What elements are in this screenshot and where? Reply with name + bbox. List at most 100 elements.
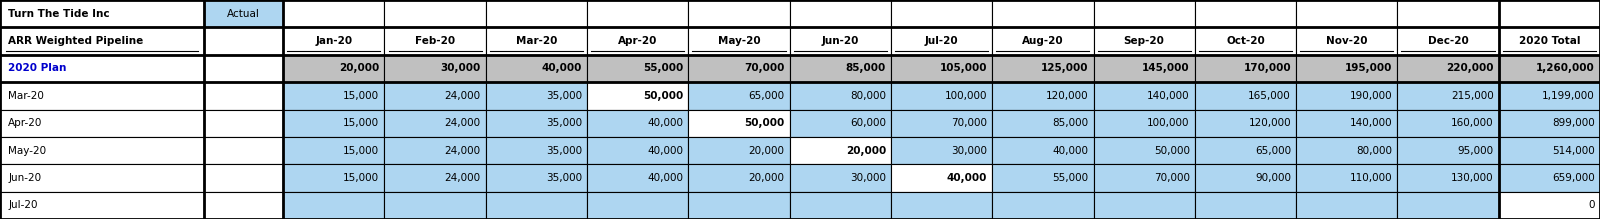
Bar	[0, 55, 205, 82]
Bar	[790, 110, 891, 137]
Bar	[790, 137, 891, 164]
Bar	[486, 164, 587, 192]
Text: 105,000: 105,000	[939, 64, 987, 73]
Text: Nov-20: Nov-20	[1326, 36, 1368, 46]
Text: 40,000: 40,000	[648, 118, 683, 128]
Text: Dec-20: Dec-20	[1427, 36, 1469, 46]
Bar	[1397, 164, 1499, 192]
Text: Oct-20: Oct-20	[1226, 36, 1266, 46]
Text: 110,000: 110,000	[1350, 173, 1392, 183]
Text: 90,000: 90,000	[1254, 173, 1291, 183]
Bar	[688, 82, 790, 110]
Bar	[1093, 192, 1195, 219]
Text: Jul-20: Jul-20	[8, 200, 38, 210]
Text: 215,000: 215,000	[1451, 91, 1494, 101]
Bar	[384, 27, 486, 55]
Bar	[205, 82, 283, 110]
Text: 100,000: 100,000	[1147, 118, 1190, 128]
Bar	[384, 82, 486, 110]
Bar	[587, 82, 688, 110]
Text: 65,000: 65,000	[749, 91, 784, 101]
Bar	[992, 137, 1093, 164]
Bar	[1195, 164, 1296, 192]
Bar	[790, 164, 891, 192]
Text: 20,000: 20,000	[846, 146, 886, 155]
Text: 165,000: 165,000	[1248, 91, 1291, 101]
Text: Turn The Tide Inc: Turn The Tide Inc	[8, 9, 110, 19]
Bar	[587, 0, 688, 27]
Bar	[992, 0, 1093, 27]
Text: 24,000: 24,000	[445, 91, 480, 101]
Text: 145,000: 145,000	[1142, 64, 1190, 73]
Text: May-20: May-20	[8, 146, 46, 155]
Text: 220,000: 220,000	[1446, 64, 1494, 73]
Bar	[1296, 110, 1397, 137]
Bar	[384, 110, 486, 137]
Bar	[587, 192, 688, 219]
Text: Aug-20: Aug-20	[1022, 36, 1064, 46]
Bar	[1296, 192, 1397, 219]
Bar	[384, 192, 486, 219]
Text: 95,000: 95,000	[1458, 146, 1494, 155]
Bar	[1296, 55, 1397, 82]
Bar	[1397, 82, 1499, 110]
Bar	[1499, 27, 1600, 55]
Bar	[384, 137, 486, 164]
Text: 35,000: 35,000	[546, 173, 582, 183]
Text: Feb-20: Feb-20	[414, 36, 456, 46]
Bar	[486, 110, 587, 137]
Text: Jan-20: Jan-20	[315, 36, 352, 46]
Bar	[1195, 192, 1296, 219]
Text: 514,000: 514,000	[1552, 146, 1595, 155]
Bar	[486, 82, 587, 110]
Text: 120,000: 120,000	[1248, 118, 1291, 128]
Text: 130,000: 130,000	[1451, 173, 1494, 183]
Bar	[1397, 110, 1499, 137]
Text: Jul-20: Jul-20	[925, 36, 958, 46]
Text: 140,000: 140,000	[1147, 91, 1190, 101]
Bar	[283, 137, 384, 164]
Text: 20,000: 20,000	[749, 173, 784, 183]
Text: 80,000: 80,000	[1357, 146, 1392, 155]
Bar	[384, 0, 486, 27]
Bar	[0, 0, 205, 27]
Bar	[1499, 82, 1600, 110]
Text: 170,000: 170,000	[1243, 64, 1291, 73]
Bar	[1296, 164, 1397, 192]
Bar	[1195, 82, 1296, 110]
Text: 60,000: 60,000	[850, 118, 886, 128]
Bar	[992, 164, 1093, 192]
Text: ARR Weighted Pipeline: ARR Weighted Pipeline	[8, 36, 144, 46]
Bar	[1397, 137, 1499, 164]
Bar	[1195, 55, 1296, 82]
Text: 190,000: 190,000	[1350, 91, 1392, 101]
Bar	[0, 110, 205, 137]
Bar	[205, 110, 283, 137]
Bar	[1093, 82, 1195, 110]
Bar	[205, 0, 283, 27]
Bar	[1397, 27, 1499, 55]
Bar	[1397, 55, 1499, 82]
Bar	[790, 0, 891, 27]
Bar	[283, 27, 384, 55]
Bar	[587, 55, 688, 82]
Bar	[205, 55, 283, 82]
Text: Mar-20: Mar-20	[515, 36, 557, 46]
Text: 24,000: 24,000	[445, 173, 480, 183]
Text: Mar-20: Mar-20	[8, 91, 45, 101]
Text: 40,000: 40,000	[542, 64, 582, 73]
Text: 35,000: 35,000	[546, 146, 582, 155]
Text: 40,000: 40,000	[648, 146, 683, 155]
Text: 15,000: 15,000	[344, 91, 379, 101]
Bar	[1397, 0, 1499, 27]
Text: 85,000: 85,000	[1053, 118, 1088, 128]
Text: 15,000: 15,000	[344, 146, 379, 155]
Bar	[1195, 137, 1296, 164]
Bar	[688, 164, 790, 192]
Text: 125,000: 125,000	[1042, 64, 1088, 73]
Text: 0: 0	[1589, 200, 1595, 210]
Bar	[486, 55, 587, 82]
Text: 70,000: 70,000	[744, 64, 784, 73]
Bar	[587, 110, 688, 137]
Bar	[1195, 0, 1296, 27]
